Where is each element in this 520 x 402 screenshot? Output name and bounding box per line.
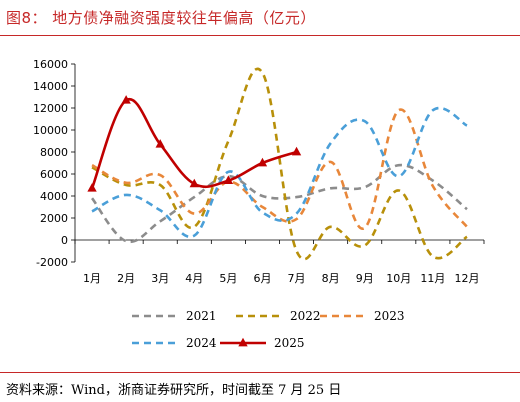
x-tick-label: 6月 — [253, 272, 271, 285]
y-tick-label: 6000 — [40, 168, 68, 181]
chart-series-group — [87, 67, 468, 261]
x-tick-label: 8月 — [322, 272, 340, 285]
x-tick-label: 7月 — [288, 272, 306, 285]
legend-label-2025: 2025 — [274, 336, 305, 350]
data-point-2025-5 — [223, 175, 234, 184]
source-note: 资料来源：Wind，浙商证券研究所，时间截至 7 月 25 日 — [6, 383, 342, 398]
series-line-2022 — [91, 67, 468, 261]
chart-footer: 资料来源：Wind，浙商证券研究所，时间截至 7 月 25 日 — [0, 372, 520, 402]
series-2024 — [91, 106, 468, 239]
legend-item-2025: 2025 — [220, 336, 305, 350]
line-chart: 16000 14000 12000 10000 8000 6000 4000 2000 0 -20… — [33, 58, 485, 350]
series-2021 — [90, 163, 468, 244]
x-tick-label: 2月 — [117, 272, 135, 285]
series-2022 — [91, 67, 468, 261]
y-tick-label: 10000 — [33, 124, 68, 137]
x-tick-label: 5月 — [219, 272, 237, 285]
x-tick-label: 4月 — [185, 272, 203, 285]
y-tick-label: 2000 — [40, 212, 68, 225]
y-tick-label: -2000 — [36, 256, 68, 269]
legend-item-2023: 2023 — [320, 309, 405, 323]
data-point-2025-4 — [189, 178, 199, 188]
series-line-2025 — [90, 97, 297, 189]
x-tick-label: 11月 — [420, 272, 445, 285]
y-tick-label: 16000 — [33, 58, 68, 71]
data-point-2025-1 — [87, 183, 97, 192]
x-tick-label: 12月 — [454, 272, 479, 285]
series-2025 — [87, 95, 302, 192]
chart-axes: 16000 14000 12000 10000 8000 6000 4000 2000 0 -20… — [33, 58, 485, 285]
chart-legend: 2021 2022 2023 2024 2025 — [132, 309, 405, 350]
data-point-2025-6 — [257, 157, 268, 167]
x-tick-label: 3月 — [151, 272, 169, 285]
legend-item-2022: 2022 — [236, 309, 321, 323]
legend-label-2021: 2021 — [186, 309, 217, 323]
y-tick-label: 4000 — [40, 190, 68, 203]
legend-item-2024: 2024 — [132, 336, 217, 350]
legend-item-2021: 2021 — [132, 309, 217, 323]
legend-label-2023: 2023 — [374, 309, 405, 323]
y-tick-label: 8000 — [40, 146, 68, 159]
y-tick-label: 14000 — [33, 80, 68, 93]
chart-header: 图8： 地方债净融资强度较往年偏高（亿元） — [0, 0, 520, 36]
x-tick-label: 9月 — [356, 272, 374, 285]
series-2023 — [91, 108, 468, 230]
legend-label-2024: 2024 — [186, 336, 217, 350]
legend-marker-2025 — [238, 337, 248, 347]
data-point-2025-3 — [155, 139, 165, 148]
x-tick-label: 10月 — [386, 272, 411, 285]
series-line-2023 — [91, 108, 468, 230]
series-line-2024 — [91, 106, 468, 239]
y-tick-label: 12000 — [33, 102, 68, 115]
series-line-2021 — [90, 163, 468, 244]
data-point-2025-7 — [291, 146, 302, 156]
legend-label-2022: 2022 — [290, 309, 321, 323]
x-tick-label: 1月 — [83, 272, 101, 285]
y-tick-label: 0 — [61, 234, 68, 247]
chart-title: 图8： 地方债净融资强度较往年偏高（亿元） — [6, 9, 316, 27]
data-point-2025-2 — [121, 95, 131, 104]
